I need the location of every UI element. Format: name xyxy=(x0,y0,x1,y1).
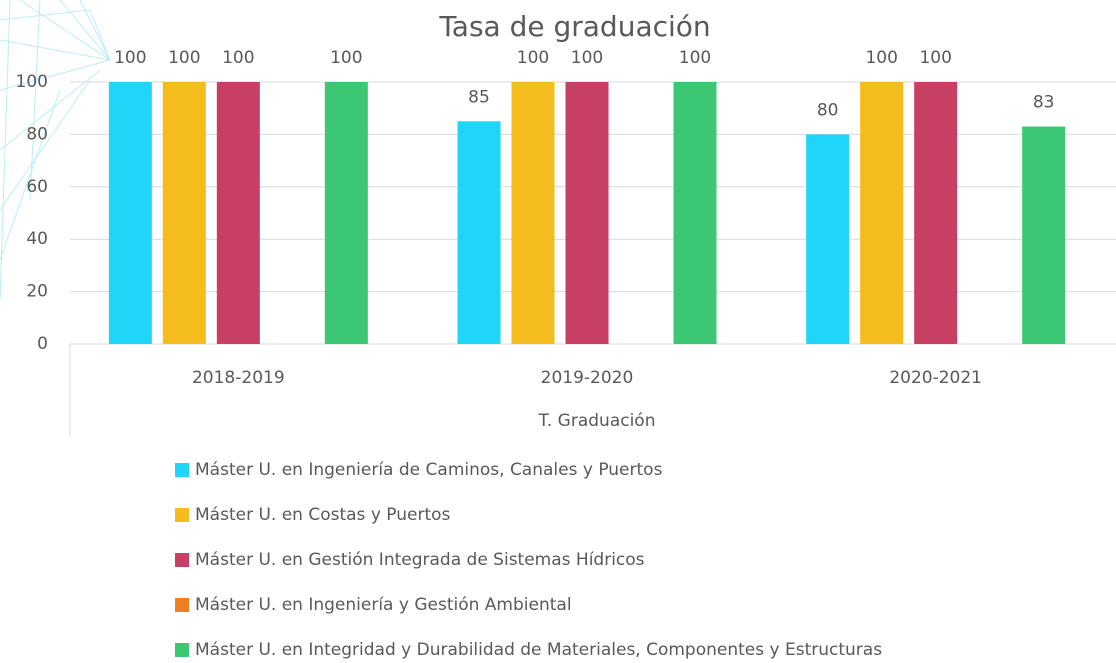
bar xyxy=(860,82,904,344)
bar xyxy=(162,82,206,344)
bar xyxy=(108,82,152,344)
value-label: 100 xyxy=(114,48,146,68)
bar xyxy=(806,134,850,344)
bar xyxy=(324,82,368,344)
x-axis-label: T. Graduación xyxy=(538,411,656,431)
legend-swatch xyxy=(175,508,189,522)
legend-label: Máster U. en Ingeniería y Gestión Ambien… xyxy=(195,595,572,615)
legend-label: Máster U. en Integridad y Durabilidad de… xyxy=(195,640,882,660)
value-label: 100 xyxy=(865,48,897,68)
x-tick-label: 2018-2019 xyxy=(192,368,285,388)
legend-swatch xyxy=(175,553,189,567)
legend-swatch xyxy=(175,598,189,612)
y-tick-label: 40 xyxy=(26,229,48,249)
chart-title: Tasa de graduación xyxy=(438,10,710,43)
y-tick-label: 0 xyxy=(37,334,48,354)
bar xyxy=(216,82,260,344)
bar xyxy=(511,82,555,344)
value-label: 100 xyxy=(330,48,362,68)
value-label: 100 xyxy=(168,48,200,68)
bar xyxy=(1022,126,1066,344)
y-tick-label: 20 xyxy=(26,282,48,302)
background-decoration xyxy=(0,0,112,301)
value-label: 100 xyxy=(571,48,603,68)
value-label: 100 xyxy=(222,48,254,68)
value-label: 85 xyxy=(468,87,490,107)
value-label: 100 xyxy=(679,48,711,68)
legend-swatch xyxy=(175,643,189,657)
legend-label: Máster U. en Ingeniería de Caminos, Cana… xyxy=(195,460,663,480)
y-tick-label: 60 xyxy=(26,177,48,197)
value-label: 80 xyxy=(817,100,839,120)
y-tick-label: 80 xyxy=(26,124,48,144)
bar xyxy=(914,82,958,344)
value-label: 83 xyxy=(1033,93,1055,113)
legend-swatch xyxy=(175,463,189,477)
x-tick-label: 2020-2021 xyxy=(889,368,982,388)
y-tick-label: 100 xyxy=(16,72,48,92)
bar xyxy=(565,82,609,344)
bar xyxy=(457,121,501,344)
legend-label: Máster U. en Gestión Integrada de Sistem… xyxy=(195,550,645,570)
value-label: 100 xyxy=(919,48,951,68)
value-label: 100 xyxy=(517,48,549,68)
legend-label: Máster U. en Costas y Puertos xyxy=(195,505,451,525)
x-tick-label: 2019-2020 xyxy=(541,368,634,388)
bar xyxy=(673,82,717,344)
